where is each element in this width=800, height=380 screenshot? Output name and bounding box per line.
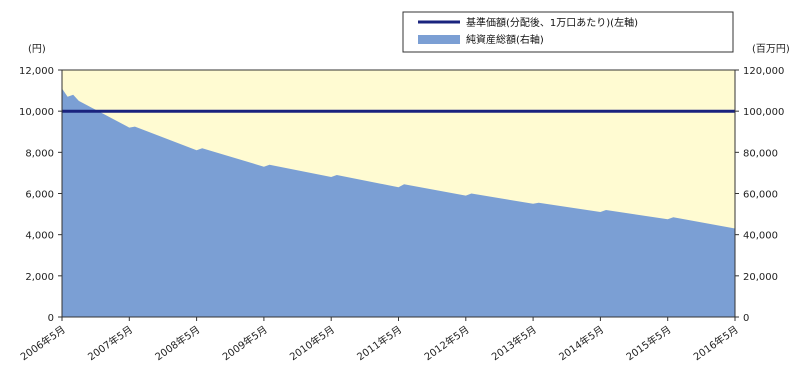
y-left-tick-label: 6,000	[25, 190, 54, 201]
x-tick-label: 2008年5月	[152, 323, 202, 363]
y-right-tick-label: 0	[743, 313, 749, 324]
y-right-tick-label: 20,000	[743, 272, 778, 283]
y-right-tick-label: 60,000	[743, 190, 778, 201]
y-left-tick-label: 2,000	[25, 272, 54, 283]
y-left-tick-label: 4,000	[25, 231, 54, 242]
x-tick-label: 2015年5月	[624, 323, 674, 363]
legend: 基準価額(分配後、1万口あたり)(左軸) 純資産総額(右軸)	[402, 11, 734, 53]
y-left-tick-label: 0	[48, 313, 54, 324]
y-right-tick-label: 80,000	[743, 148, 778, 159]
x-tick-label: 2011年5月	[354, 323, 404, 363]
y-right-tick-label: 100,000	[743, 107, 784, 118]
x-tick-label: 2007年5月	[85, 323, 135, 363]
right-axis-unit: (百万円)	[752, 43, 790, 55]
x-tick-label: 2016年5月	[691, 323, 741, 363]
x-tick-label: 2010年5月	[287, 323, 337, 363]
x-tick-label: 2013年5月	[489, 323, 539, 363]
left-axis-unit: (円)	[28, 44, 46, 55]
legend-area-swatch	[418, 35, 460, 44]
legend-box	[402, 11, 734, 53]
legend-label-net-assets: 純資産総額(右軸)	[466, 33, 544, 46]
y-right-tick-label: 120,000	[743, 66, 784, 77]
series-area-net-assets	[62, 88, 735, 317]
x-tick-label: 2006年5月	[18, 323, 68, 363]
y-left-tick-label: 10,000	[19, 107, 54, 118]
y-left-tick-label: 8,000	[25, 148, 54, 159]
x-tick-label: 2009年5月	[220, 323, 270, 363]
y-left-tick-label: 12,000	[19, 66, 54, 77]
y-right-tick-label: 40,000	[743, 231, 778, 242]
x-tick-label: 2012年5月	[422, 323, 472, 363]
x-tick-label: 2014年5月	[556, 323, 606, 363]
legend-label-nav: 基準価額(分配後、1万口あたり)(左軸)	[466, 16, 638, 29]
